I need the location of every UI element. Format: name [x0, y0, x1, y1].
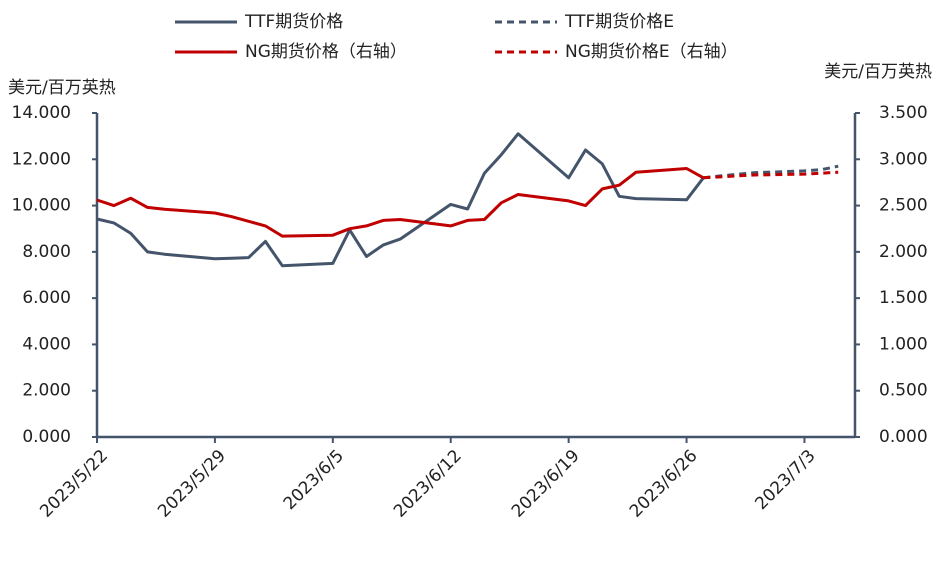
- y-tick-label: 2.000: [22, 381, 71, 401]
- legend-label: NG期货价格（右轴）: [245, 42, 407, 62]
- y2-tick-label: 2.000: [879, 242, 928, 262]
- x-tick-label: 2023/7/3: [751, 446, 819, 514]
- legend-label: NG期货价格E（右轴）: [565, 42, 738, 62]
- series-line: [703, 170, 839, 180]
- y-tick-label: 0.000: [22, 427, 71, 447]
- x-tick-label: 2023/6/12: [390, 446, 466, 522]
- legend-label: TTF期货价格: [244, 12, 343, 32]
- y2-tick-label: 1.500: [879, 288, 928, 308]
- y-tick-label: 12.000: [12, 149, 71, 169]
- y2-tick-label: 3.500: [879, 103, 928, 123]
- y-tick-label: 10.000: [12, 196, 71, 216]
- x-tick-label: 2023/6/26: [626, 446, 702, 522]
- y-tick-label: 4.000: [22, 334, 71, 354]
- x-tick-label: 2023/6/5: [280, 446, 348, 514]
- series-line: [96, 167, 705, 238]
- y2-tick-label: 0.500: [879, 381, 928, 401]
- y-axis-title: 美元/百万英热: [8, 78, 116, 98]
- y-tick-label: 8.000: [22, 242, 71, 262]
- x-tick-label: 2023/5/22: [36, 446, 112, 522]
- legend-label: TTF期货价格E: [564, 12, 674, 32]
- series-line: [96, 132, 705, 268]
- y-tick-label: 6.000: [22, 288, 71, 308]
- y2-axis-title: 美元/百万英热: [824, 62, 932, 82]
- y-tick-label: 14.000: [12, 103, 71, 123]
- x-tick-label: 2023/6/19: [508, 446, 584, 522]
- y2-tick-label: 1.000: [879, 334, 928, 354]
- y2-tick-label: 3.000: [879, 149, 928, 169]
- y2-tick-label: 0.000: [879, 427, 928, 447]
- x-tick-label: 2023/5/29: [154, 446, 230, 522]
- y2-tick-label: 2.500: [879, 196, 928, 216]
